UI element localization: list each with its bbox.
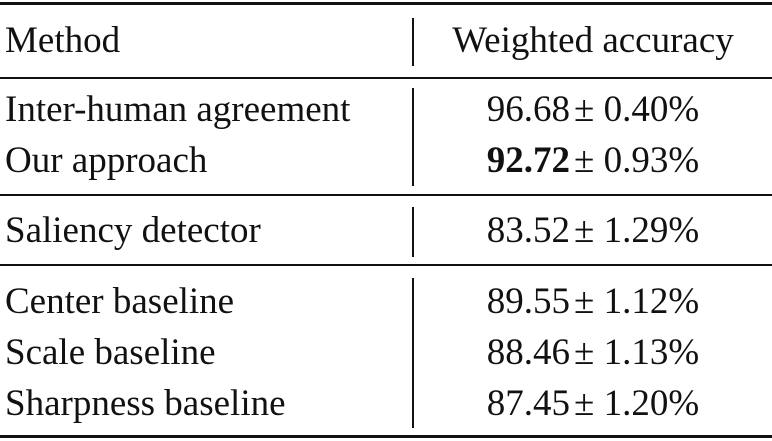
accuracy-spread: ± 1.29% [574,210,700,251]
method-cell: Saliency detector [5,210,261,251]
accuracy-mean: 88.46 [486,332,571,373]
accuracy-spread: ± 1.12% [574,281,700,322]
accuracy-spread: ± 0.40% [574,89,700,130]
accuracy-cell: 83.52 ± 1.29% [414,212,772,249]
accuracy-mean: 83.52 [486,210,571,251]
column-divider [412,88,414,186]
accuracy-mean: 89.55 [486,281,571,322]
header-rule [0,77,772,79]
method-cell: Scale baseline [5,332,216,373]
accuracy-spread: ± 1.20% [574,383,700,424]
accuracy-mean: 96.68 [486,89,571,130]
accuracy-spread: ± 0.93% [574,140,700,181]
group-rule [0,194,772,196]
top-rule [0,2,772,5]
accuracy-cell: 96.68 ± 0.40% [414,91,772,128]
accuracy-cell: 88.46 ± 1.13% [414,334,772,371]
column-divider [412,278,414,428]
accuracy-cell: 89.55 ± 1.12% [414,283,772,320]
accuracy-mean: 87.45 [486,383,571,424]
method-cell: Center baseline [5,281,235,322]
bottom-rule [0,435,772,438]
header-cell: Weighted accuracy [452,20,734,61]
column-divider [412,207,414,257]
header-cell: Method [5,20,121,61]
group-rule [0,264,772,266]
method-cell: Sharpness baseline [5,383,286,424]
column-divider [412,18,414,66]
accuracy-cell: 92.72 ± 0.93% [414,142,772,179]
method-cell: Inter-human agreement [5,89,351,130]
accuracy-mean: 92.72 [486,140,571,181]
method-cell: Our approach [5,140,208,181]
accuracy-spread: ± 1.13% [574,332,700,373]
accuracy-cell: 87.45 ± 1.20% [414,385,772,422]
